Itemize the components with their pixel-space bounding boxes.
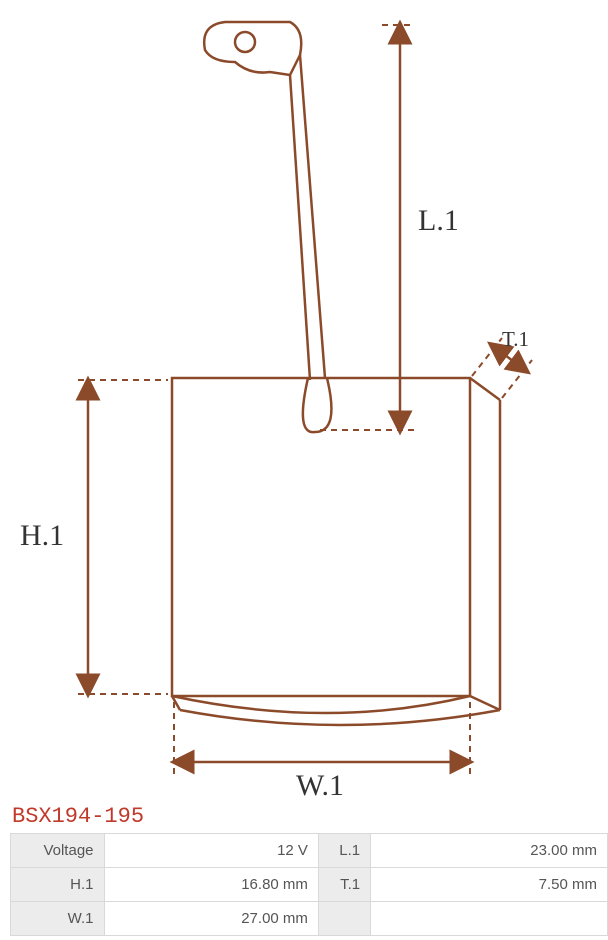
spec-value: 7.50 mm	[371, 868, 608, 902]
technical-diagram: L.1 H.1 W.1 T.1	[0, 0, 608, 800]
dimension-h1: H.1	[20, 380, 168, 694]
label-l1: L.1	[418, 204, 459, 237]
lead-wire	[290, 55, 331, 432]
spec-label: H.1	[11, 868, 105, 902]
spec-label: W.1	[11, 902, 105, 936]
label-t1: T.1	[502, 327, 529, 351]
spec-label: L.1	[318, 834, 370, 868]
dimension-l1: L.1	[320, 25, 459, 430]
product-code: BSX194-195	[0, 800, 608, 833]
table-row: W.1 27.00 mm	[11, 902, 608, 936]
table-row: Voltage 12 V L.1 23.00 mm	[11, 834, 608, 868]
terminal	[204, 22, 301, 75]
spec-value: 27.00 mm	[104, 902, 318, 936]
spec-value: 12 V	[104, 834, 318, 868]
spec-label	[318, 902, 370, 936]
spec-value	[371, 902, 608, 936]
spec-table: Voltage 12 V L.1 23.00 mm H.1 16.80 mm T…	[10, 833, 608, 936]
label-h1: H.1	[20, 519, 64, 552]
table-row: H.1 16.80 mm T.1 7.50 mm	[11, 868, 608, 902]
label-w1: W.1	[296, 769, 344, 800]
diagram-svg: L.1 H.1 W.1 T.1	[0, 0, 608, 800]
spec-value: 16.80 mm	[104, 868, 318, 902]
spec-label: T.1	[318, 868, 370, 902]
spec-value: 23.00 mm	[371, 834, 608, 868]
spec-label: Voltage	[11, 834, 105, 868]
